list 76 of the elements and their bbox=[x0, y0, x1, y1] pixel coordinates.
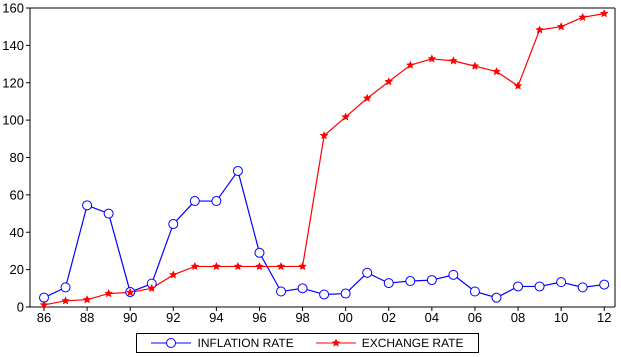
x-tick-label: 06 bbox=[468, 310, 482, 326]
point bbox=[556, 277, 566, 288]
point bbox=[212, 262, 220, 270]
point bbox=[60, 282, 71, 292]
point bbox=[340, 288, 351, 299]
point bbox=[536, 26, 544, 34]
point bbox=[426, 275, 437, 286]
point bbox=[362, 268, 372, 278]
y-tick-label: 80 bbox=[10, 150, 24, 166]
x-tick-label: 88 bbox=[80, 310, 94, 326]
legend-label: INFLATION RATE bbox=[197, 336, 294, 350]
x-tick-label: 92 bbox=[166, 310, 181, 326]
y-tick-label: 0 bbox=[16, 300, 24, 315]
point bbox=[148, 284, 156, 292]
point bbox=[298, 262, 307, 270]
point bbox=[557, 22, 566, 30]
x-tick-label: 94 bbox=[209, 310, 224, 326]
y-tick-label: 20 bbox=[10, 262, 24, 278]
y-tick-label: 120 bbox=[2, 75, 24, 90]
point bbox=[449, 56, 458, 64]
point bbox=[405, 276, 416, 286]
point bbox=[342, 112, 350, 120]
x-tick-label: 12 bbox=[596, 310, 612, 326]
legend-label: EXCHANGE RATE bbox=[362, 336, 464, 350]
point bbox=[319, 289, 330, 300]
point bbox=[83, 295, 92, 304]
point bbox=[276, 286, 286, 296]
point bbox=[190, 262, 199, 270]
point bbox=[384, 77, 393, 86]
point bbox=[254, 248, 264, 258]
x-tick-label: 98 bbox=[295, 310, 310, 326]
point bbox=[39, 292, 50, 303]
point bbox=[578, 282, 588, 292]
point bbox=[104, 208, 114, 219]
x-tick-label: 02 bbox=[382, 310, 396, 326]
point bbox=[578, 13, 587, 21]
point bbox=[40, 300, 48, 307]
point bbox=[470, 286, 480, 296]
y-tick-label: 140 bbox=[2, 38, 24, 53]
y-tick-label: 60 bbox=[10, 187, 24, 202]
x-tick-label: 00 bbox=[338, 310, 353, 326]
point bbox=[190, 196, 200, 206]
point bbox=[169, 270, 178, 278]
point bbox=[234, 262, 242, 270]
point bbox=[168, 219, 178, 230]
point bbox=[363, 94, 372, 102]
point bbox=[384, 278, 394, 288]
point bbox=[276, 262, 286, 270]
x-tick-label: 86 bbox=[36, 310, 52, 326]
point bbox=[534, 281, 545, 292]
point bbox=[492, 67, 501, 76]
point bbox=[211, 196, 222, 206]
point bbox=[448, 270, 458, 280]
point bbox=[406, 60, 414, 69]
point bbox=[232, 166, 243, 176]
x-tick-label: 04 bbox=[424, 310, 440, 326]
y-tick-label: 40 bbox=[10, 224, 24, 240]
x-tick-label: 90 bbox=[122, 310, 138, 326]
point bbox=[470, 62, 479, 70]
x-tick-label: 08 bbox=[510, 310, 526, 326]
point bbox=[82, 200, 92, 210]
point bbox=[255, 262, 264, 270]
point bbox=[600, 9, 608, 18]
point bbox=[62, 296, 70, 304]
y-tick-label: 100 bbox=[2, 112, 24, 128]
point bbox=[104, 289, 113, 298]
y-tick-label: 160 bbox=[2, 0, 24, 16]
point bbox=[599, 280, 610, 290]
point bbox=[298, 283, 308, 294]
point bbox=[514, 82, 522, 90]
point bbox=[513, 281, 524, 292]
x-tick-label: 96 bbox=[252, 310, 267, 326]
point bbox=[320, 131, 328, 140]
x-tick-label: 10 bbox=[554, 310, 568, 326]
point bbox=[428, 54, 436, 62]
point bbox=[491, 292, 502, 303]
